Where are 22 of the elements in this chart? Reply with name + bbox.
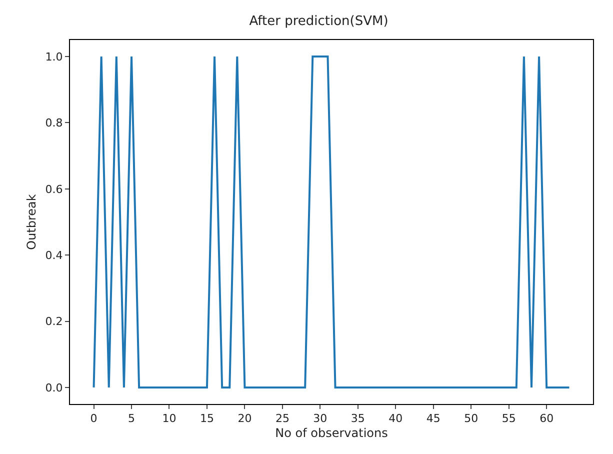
x-tick-label: 5: [128, 412, 136, 426]
x-axis-title: No of observations: [275, 426, 388, 440]
x-tick-label: 20: [238, 412, 252, 426]
x-tick-label: 10: [162, 412, 176, 426]
y-tick-label: 0.4: [45, 248, 63, 262]
x-tick-label: 15: [200, 412, 214, 426]
y-tick-label: 0.2: [45, 315, 63, 328]
chart-title: After prediction(SVM): [249, 14, 388, 29]
x-tick-label: 60: [540, 412, 554, 426]
y-axis-title: Outbreak: [24, 194, 39, 250]
y-tick-label: 0.0: [45, 381, 63, 394]
y-tick-label: 0.8: [45, 116, 63, 130]
y-tick-label: 0.6: [45, 182, 63, 196]
x-tick-label: 0: [90, 412, 98, 426]
x-tick-label: 25: [275, 412, 290, 426]
y-tick-label: 1.0: [45, 50, 63, 64]
x-tick-label: 50: [464, 412, 478, 426]
x-tick-label: 45: [426, 412, 440, 426]
x-tick-label: 30: [313, 412, 328, 426]
x-tick-label: 40: [388, 412, 403, 426]
x-tick-label: 55: [502, 412, 516, 426]
x-tick-label: 35: [350, 412, 365, 426]
